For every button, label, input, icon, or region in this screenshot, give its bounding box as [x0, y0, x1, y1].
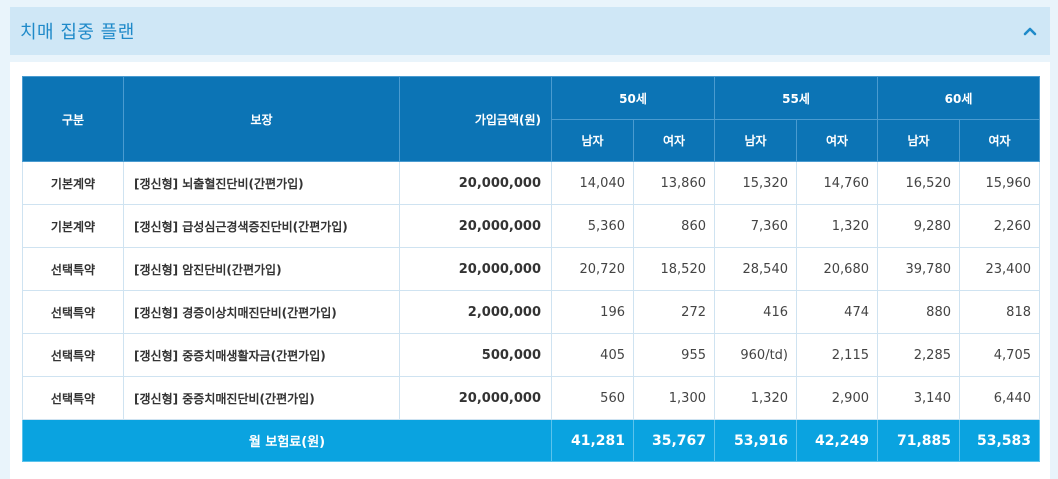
- chevron-up-icon: [1023, 27, 1037, 36]
- panel-header[interactable]: 치매 집중 플랜: [10, 7, 1050, 55]
- total-row: 월 보험료(원) 41,281 35,767 53,916 42,249 71,…: [22, 419, 1040, 462]
- row-amount: 20,000,000: [399, 376, 552, 420]
- row-amount: 2,000,000: [399, 290, 552, 334]
- header-amount: 가입금액(원): [399, 76, 552, 162]
- premium-cell: 2,900: [796, 376, 878, 420]
- premium-cell: 7,360: [714, 204, 797, 248]
- premium-cell: 2,260: [959, 204, 1040, 248]
- row-amount: 20,000,000: [399, 247, 552, 291]
- row-category: 선택특약: [22, 376, 124, 420]
- header-male: 남자: [551, 119, 634, 162]
- premium-cell: 5,360: [551, 204, 634, 248]
- row-coverage: [갱신형] 암진단비(간편가입): [123, 247, 400, 291]
- table-row: 기본계약 [갱신형] 뇌출혈진단비(간편가입) 20,000,000 14,04…: [22, 161, 1040, 205]
- row-category: 선택특약: [22, 290, 124, 334]
- premium-cell: 560: [551, 376, 634, 420]
- premium-cell: 15,320: [714, 161, 797, 205]
- row-amount: 20,000,000: [399, 204, 552, 248]
- premium-cell: 14,040: [551, 161, 634, 205]
- row-category: 선택특약: [22, 247, 124, 291]
- premium-cell: 2,115: [796, 333, 878, 377]
- premium-cell: 13,860: [633, 161, 715, 205]
- premium-cell: 20,720: [551, 247, 634, 291]
- premium-cell: 20,680: [796, 247, 878, 291]
- header-age-55: 55세: [714, 76, 878, 120]
- premium-cell: 880: [877, 290, 960, 334]
- premium-cell: 1,300: [633, 376, 715, 420]
- row-coverage: [갱신형] 경증이상치매진단비(간편가입): [123, 290, 400, 334]
- row-category: 기본계약: [22, 161, 124, 205]
- total-label: 월 보험료(원): [22, 419, 552, 462]
- premium-cell: 14,760: [796, 161, 878, 205]
- row-amount: 20,000,000: [399, 161, 552, 205]
- premium-cell: 818: [959, 290, 1040, 334]
- premium-cell: 2,285: [877, 333, 960, 377]
- premium-cell: 416: [714, 290, 797, 334]
- header-male: 남자: [714, 119, 797, 162]
- table-row: 선택특약 [갱신형] 중증치매생활자금(간편가입) 500,000 405 95…: [22, 333, 1040, 377]
- total-cell: 53,916: [714, 419, 797, 462]
- premium-cell: 3,140: [877, 376, 960, 420]
- premium-cell: 4,705: [959, 333, 1040, 377]
- premium-cell: 960/td): [714, 333, 797, 377]
- premium-cell: 1,320: [714, 376, 797, 420]
- total-cell: 53,583: [959, 419, 1040, 462]
- premium-cell: 9,280: [877, 204, 960, 248]
- premium-cell: 23,400: [959, 247, 1040, 291]
- header-age-60: 60세: [877, 76, 1040, 120]
- premium-cell: 28,540: [714, 247, 797, 291]
- table-row: 기본계약 [갱신형] 급성심근경색증진단비(간편가입) 20,000,000 5…: [22, 204, 1040, 248]
- total-cell: 41,281: [551, 419, 634, 462]
- premium-cell: 18,520: [633, 247, 715, 291]
- header-female: 여자: [796, 119, 878, 162]
- premium-cell: 1,320: [796, 204, 878, 248]
- premium-cell: 474: [796, 290, 878, 334]
- header-age-50: 50세: [551, 76, 715, 120]
- premium-cell: 860: [633, 204, 715, 248]
- header-female: 여자: [633, 119, 715, 162]
- header-male: 남자: [877, 119, 960, 162]
- premium-table: 구분 보장 가입금액(원) 50세 55세 60세 남자 여자 남자 여자 남자…: [22, 76, 1040, 462]
- row-coverage: [갱신형] 급성심근경색증진단비(간편가입): [123, 204, 400, 248]
- header-coverage: 보장: [123, 76, 400, 162]
- total-cell: 35,767: [633, 419, 715, 462]
- premium-cell: 16,520: [877, 161, 960, 205]
- premium-cell: 15,960: [959, 161, 1040, 205]
- header-category: 구분: [22, 76, 124, 162]
- table-row: 선택특약 [갱신형] 중증치매진단비(간편가입) 20,000,000 560 …: [22, 376, 1040, 420]
- table-row: 선택특약 [갱신형] 암진단비(간편가입) 20,000,000 20,720 …: [22, 247, 1040, 291]
- collapse-button[interactable]: [1010, 7, 1050, 55]
- premium-cell: 196: [551, 290, 634, 334]
- header-female: 여자: [959, 119, 1040, 162]
- row-coverage: [갱신형] 뇌출혈진단비(간편가입): [123, 161, 400, 205]
- premium-cell: 272: [633, 290, 715, 334]
- row-coverage: [갱신형] 중증치매생활자금(간편가입): [123, 333, 400, 377]
- row-category: 선택특약: [22, 333, 124, 377]
- panel-title: 치매 집중 플랜: [20, 22, 135, 43]
- premium-cell: 39,780: [877, 247, 960, 291]
- premium-cell: 955: [633, 333, 715, 377]
- row-coverage: [갱신형] 중증치매진단비(간편가입): [123, 376, 400, 420]
- total-cell: 71,885: [877, 419, 960, 462]
- total-cell: 42,249: [796, 419, 878, 462]
- premium-cell: 405: [551, 333, 634, 377]
- premium-cell: 6,440: [959, 376, 1040, 420]
- table-row: 선택특약 [갱신형] 경증이상치매진단비(간편가입) 2,000,000 196…: [22, 290, 1040, 334]
- row-amount: 500,000: [399, 333, 552, 377]
- row-category: 기본계약: [22, 204, 124, 248]
- panel-content: 구분 보장 가입금액(원) 50세 55세 60세 남자 여자 남자 여자 남자…: [10, 62, 1050, 479]
